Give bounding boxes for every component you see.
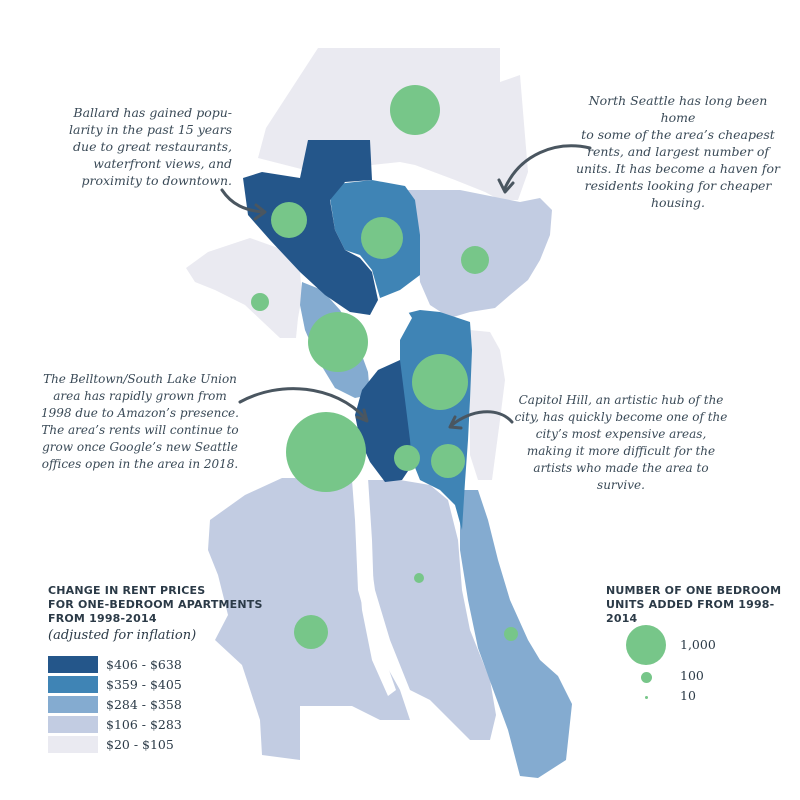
- rent-legend-label: $284 - $358: [106, 696, 182, 712]
- lake-union: [378, 300, 412, 356]
- rent-legend-item: $406 - $638: [48, 655, 182, 673]
- north-seattle-arrowhead: [497, 178, 515, 194]
- units-circle-northeast: [461, 246, 489, 274]
- capitol-hill-arrow: [450, 410, 514, 427]
- units-circle-rainier: [504, 627, 518, 641]
- units-circle-west-seattle: [294, 615, 328, 649]
- units-circle-belltown: [286, 412, 366, 492]
- capitol-hill-arrowhead: [448, 415, 463, 430]
- rent-swatch: [48, 675, 98, 693]
- duwamish-waterway: [356, 478, 396, 696]
- rent-legend-label: $406 - $638: [106, 656, 182, 672]
- units-circle-magnolia: [251, 293, 269, 311]
- units-circle-fremont: [361, 217, 403, 259]
- units-circle-ballard: [271, 202, 307, 238]
- rent-swatch: [48, 695, 98, 713]
- ballard-arrow: [220, 188, 264, 214]
- rent-legend-item: $359 - $405: [48, 675, 182, 693]
- rent-legend-item: $106 - $283: [48, 715, 182, 733]
- rent-legend-label: $106 - $283: [106, 716, 182, 732]
- ballard-arrowhead: [253, 203, 267, 221]
- region-south-seattle: [365, 480, 496, 740]
- rent-legend-item: $20 - $105: [48, 735, 174, 753]
- rent-swatch: [48, 715, 98, 733]
- north-seattle-annotation: North Seattle has long been home to some…: [576, 93, 780, 210]
- units-legend-label: 10: [680, 688, 696, 703]
- rent-legend-label: $359 - $405: [106, 676, 182, 692]
- rent-swatch: [48, 735, 98, 753]
- units-legend-title: NUMBER OF ONE BEDROOM UNITS ADDED FROM 1…: [606, 584, 782, 625]
- units-legend-dot-10: [645, 696, 648, 699]
- units-circle-north-seattle: [390, 85, 440, 135]
- region-north-seattle: [258, 48, 528, 200]
- belltown-annotation: The Belltown/South Lake Union area has r…: [41, 372, 239, 471]
- units-circle-first-hill: [394, 445, 420, 471]
- rent-legend-item: $284 - $358: [48, 695, 182, 713]
- units-legend-dot-100: [641, 672, 652, 683]
- rent-legend-subtitle: (adjusted for inflation): [48, 628, 197, 643]
- units-legend-dot-1000: [626, 625, 666, 665]
- ballard-annotation: Ballard has gained popu- larity in the p…: [69, 105, 232, 188]
- belltown-arrow: [238, 387, 367, 420]
- units-circle-south: [414, 573, 424, 583]
- units-legend-label: 1,000: [680, 637, 716, 652]
- region-ballard: [243, 140, 378, 315]
- units-circle-capitol-hill: [412, 354, 468, 410]
- units-legend-label: 100: [680, 668, 704, 683]
- north-seattle-arrow: [503, 144, 592, 190]
- capitol-hill-annotation: Capitol Hill, an artistic hub of the cit…: [514, 393, 728, 492]
- region-east-shore: [470, 330, 505, 480]
- region-magnolia: [186, 238, 302, 338]
- rent-legend-title: CHANGE IN RENT PRICES FOR ONE-BEDROOM AP…: [48, 584, 263, 625]
- rent-swatch: [48, 655, 98, 673]
- rent-legend-label: $20 - $105: [106, 736, 174, 752]
- units-circle-queen-anne: [308, 312, 368, 372]
- units-circle-central: [431, 444, 465, 478]
- belltown-arrowhead: [355, 408, 369, 423]
